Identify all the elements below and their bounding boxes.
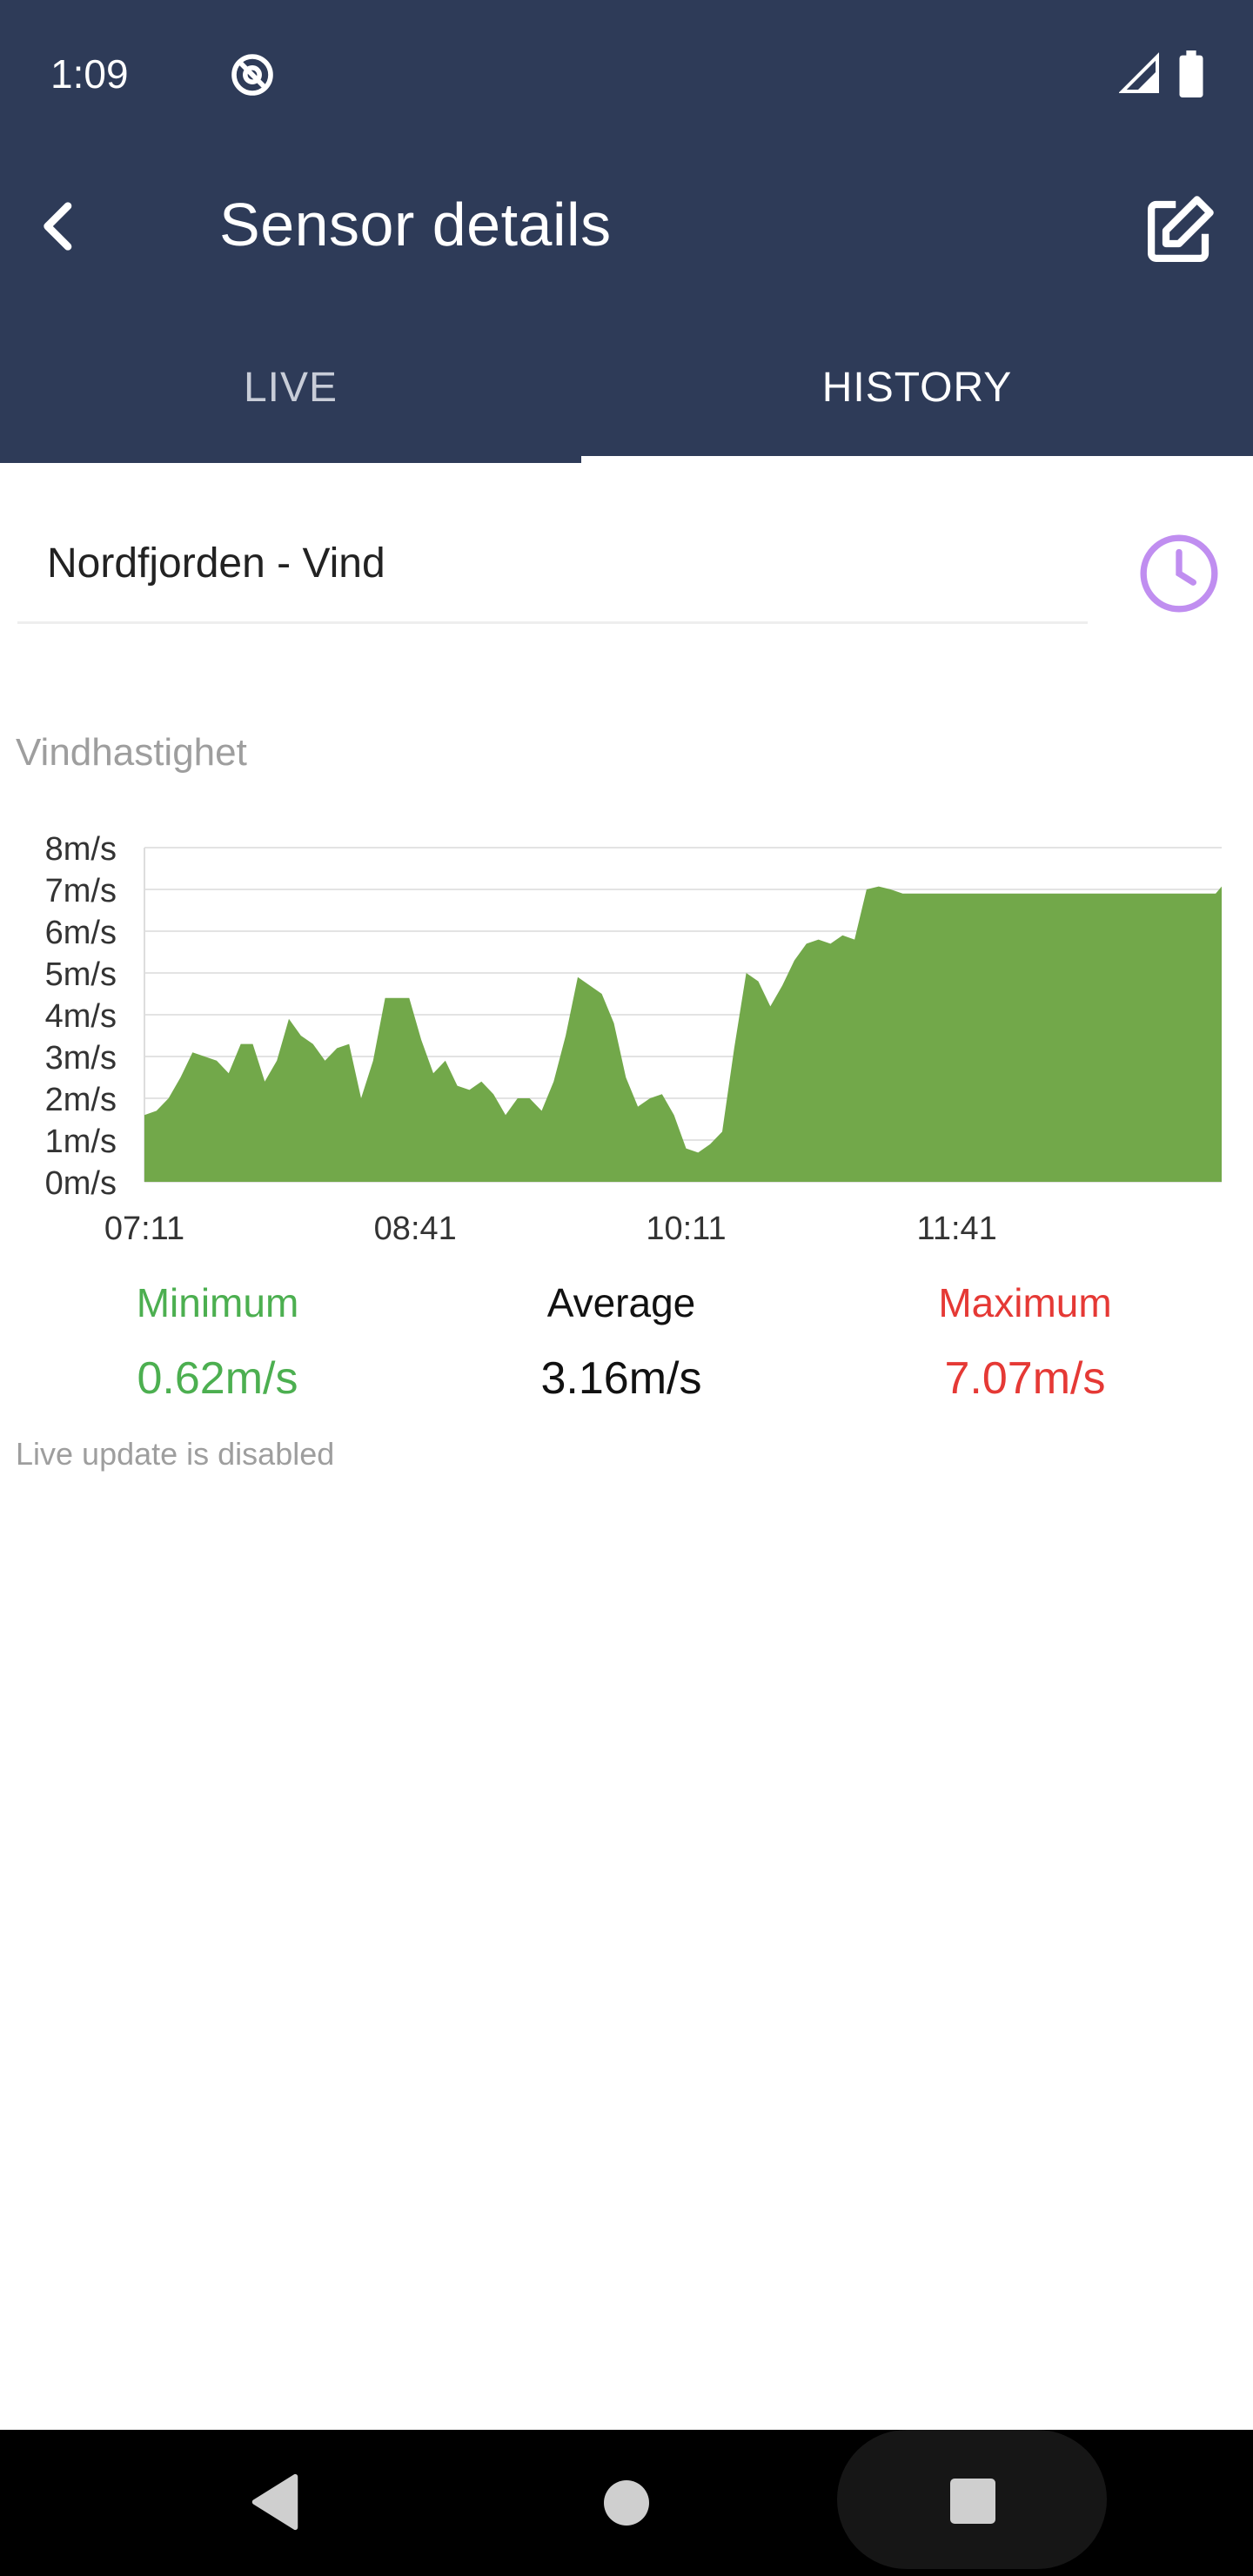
- stats-row: Minimum 0.62m/s Average 3.16m/s Maximum …: [0, 1279, 1253, 1427]
- y-tick-label: 3m/s: [45, 1040, 117, 1077]
- tab-indicator: [581, 456, 1253, 465]
- edit-icon[interactable]: [1140, 191, 1218, 270]
- stat-minimum: Minimum 0.62m/s: [44, 1279, 392, 1405]
- x-tick-label: 08:41: [374, 1211, 457, 1247]
- y-tick-label: 6m/s: [45, 915, 117, 951]
- live-update-note: Live update is disabled: [16, 1436, 335, 1472]
- cell-signal-icon: [1119, 52, 1159, 93]
- x-tick-label: 11:41: [917, 1211, 997, 1247]
- stat-average-value: 3.16m/s: [540, 1353, 702, 1404]
- nav-recents-icon[interactable]: [950, 2479, 995, 2524]
- battery-full-icon: [1179, 50, 1203, 97]
- y-tick-label: 8m/s: [45, 831, 117, 868]
- page-title: Sensor details: [219, 191, 612, 258]
- chart-section-title: Vindhastighet: [16, 731, 247, 774]
- stat-maximum-label: Maximum: [938, 1280, 1112, 1325]
- y-tick-label: 0m/s: [45, 1165, 117, 1202]
- stat-maximum-value: 7.07m/s: [944, 1353, 1106, 1404]
- y-tick-label: 7m/s: [45, 873, 117, 909]
- wind-speed-chart: 0m/s 1m/s 2m/s 3m/s 4m/s 5m/s 6m/s 7m/s 8m/s 07:1…: [45, 831, 1222, 1247]
- tab-bar: LIVE HISTORY: [0, 313, 1253, 463]
- wind-speed-area: [144, 886, 1222, 1182]
- stat-average: Average 3.16m/s: [447, 1279, 795, 1405]
- system-nav-bar: [0, 2430, 1253, 2576]
- stat-minimum-label: Minimum: [136, 1280, 299, 1325]
- back-button[interactable]: [24, 191, 94, 261]
- clock-icon[interactable]: [1136, 531, 1222, 616]
- app-bar: Sensor details: [0, 148, 1253, 313]
- stat-average-label: Average: [546, 1280, 696, 1325]
- stat-maximum: Maximum 7.07m/s: [851, 1279, 1199, 1405]
- y-tick-label: 4m/s: [45, 998, 117, 1035]
- x-tick-label: 07:11: [104, 1211, 184, 1247]
- nav-home-icon[interactable]: [604, 2480, 649, 2526]
- sensor-selector[interactable]: Nordfjorden - Vind: [17, 500, 1088, 624]
- tab-live[interactable]: LIVE: [243, 365, 338, 411]
- x-tick-label: 10:11: [646, 1211, 726, 1247]
- at-sign-icon: [231, 54, 273, 96]
- stat-minimum-value: 0.62m/s: [137, 1353, 298, 1404]
- status-bar: 1:09: [0, 0, 1253, 148]
- y-tick-label: 1m/s: [45, 1124, 117, 1160]
- sensor-name: Nordfjorden - Vind: [47, 540, 385, 587]
- y-tick-label: 5m/s: [45, 956, 117, 993]
- nav-back-icon[interactable]: [249, 2472, 301, 2532]
- y-tick-label: 2m/s: [45, 1082, 117, 1118]
- status-time: 1:09: [50, 51, 129, 97]
- tab-history[interactable]: HISTORY: [821, 365, 1013, 411]
